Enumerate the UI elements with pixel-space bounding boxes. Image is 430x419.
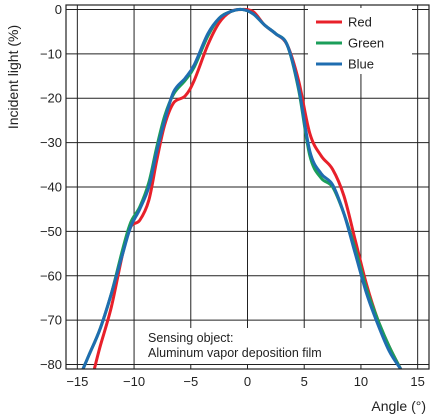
x-axis-label: Angle (°): [371, 398, 426, 414]
x-tick-label: 5: [301, 374, 308, 389]
annotation-line-2: Aluminum vapor deposition film: [148, 346, 322, 360]
legend-label-blue: Blue: [348, 57, 374, 72]
x-tick-label: 10: [354, 374, 368, 389]
legend: Red Green Blue: [308, 8, 412, 74]
y-tick-label: 0: [55, 2, 62, 17]
x-tick-labels: −15 −10 −5 0 5 10 15: [66, 374, 425, 389]
annotation-line-1: Sensing object:: [148, 331, 233, 345]
y-tick-label: −30: [40, 135, 62, 150]
y-tick-label: −20: [40, 91, 62, 106]
series-line-blue: [81, 7, 403, 369]
x-tick-label: −15: [66, 374, 88, 389]
y-tick-label: −60: [40, 268, 62, 283]
annotation-background: [145, 328, 373, 364]
x-tick-label: −5: [183, 374, 198, 389]
plot-frame: [65, 4, 430, 370]
x-tick-label: −10: [123, 374, 145, 389]
legend-label-green: Green: [348, 36, 384, 51]
y-tick-label: −10: [40, 46, 62, 61]
y-axis-label: Incident light (%): [5, 25, 21, 129]
x-tick-label: 15: [410, 374, 424, 389]
y-tick-labels: 0 −10 −20 −30 −40 −50 −60 −70 −80: [40, 2, 62, 372]
legend-label-red: Red: [348, 15, 372, 30]
series-lines: [81, 7, 403, 369]
annotation: Sensing object: Aluminum vapor depositio…: [145, 328, 373, 364]
y-tick-label: −80: [40, 357, 62, 372]
x-tick-label: 0: [244, 374, 251, 389]
y-tick-label: −70: [40, 313, 62, 328]
y-tick-label: −50: [40, 224, 62, 239]
y-tick-label: −40: [40, 180, 62, 195]
